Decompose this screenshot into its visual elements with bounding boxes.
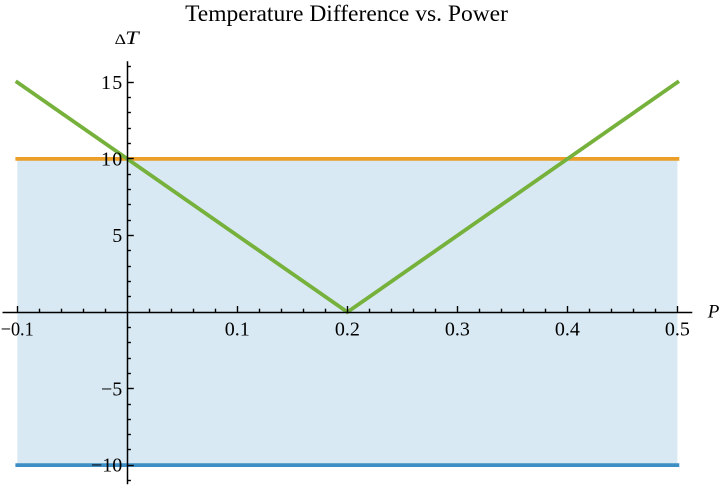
svg-text:−5: −5 <box>101 378 122 400</box>
svg-text:Temperature Difference vs. Pow: Temperature Difference vs. Power <box>185 1 508 27</box>
svg-text:5: 5 <box>112 225 122 247</box>
svg-text:Δ: Δ <box>115 32 127 48</box>
svg-text:−0.1: −0.1 <box>1 319 34 341</box>
svg-text:0.5: 0.5 <box>665 319 690 341</box>
svg-text:0.3: 0.3 <box>445 319 470 341</box>
svg-text:−10: −10 <box>91 455 122 477</box>
svg-text:P: P <box>707 302 720 323</box>
svg-text:T: T <box>125 28 140 49</box>
svg-text:0.1: 0.1 <box>225 319 250 341</box>
svg-text:0.4: 0.4 <box>555 319 580 341</box>
svg-text:10: 10 <box>101 149 122 171</box>
svg-text:0.2: 0.2 <box>335 319 360 341</box>
svg-text:15: 15 <box>101 72 122 94</box>
